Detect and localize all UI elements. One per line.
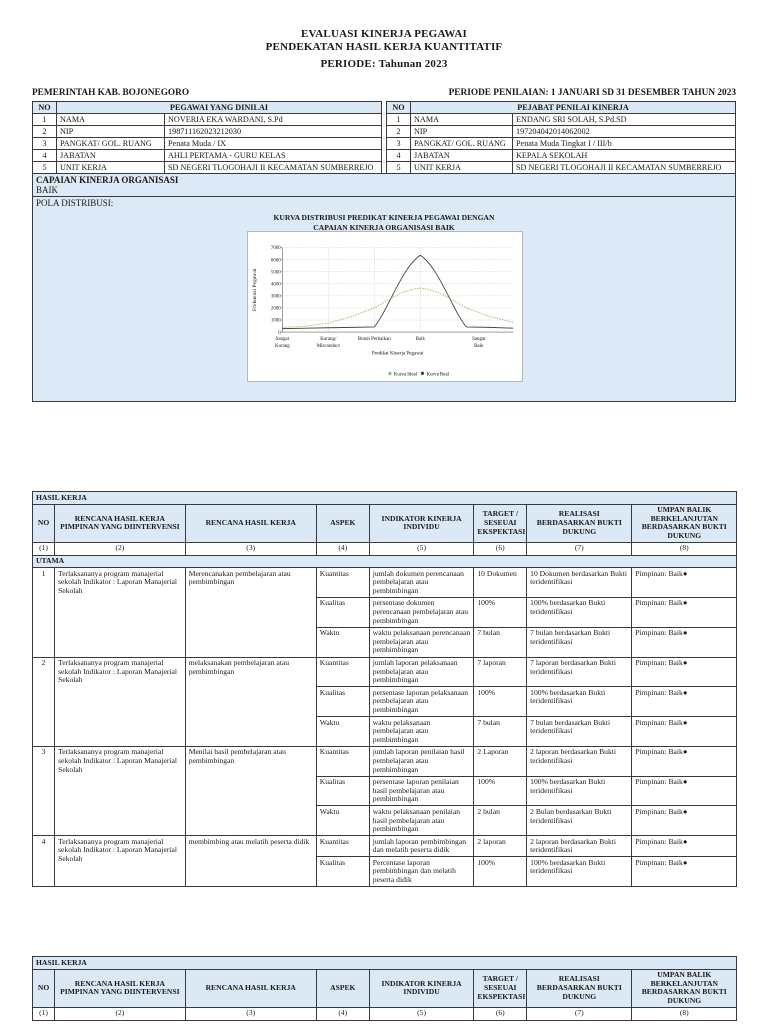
svg-text:5000: 5000 xyxy=(271,269,281,275)
svg-text:6000: 6000 xyxy=(271,257,281,263)
svg-text:Kurva Ideal: Kurva Ideal xyxy=(394,371,418,377)
svg-text:Baik: Baik xyxy=(474,343,484,349)
svg-text:4000: 4000 xyxy=(271,281,281,287)
svg-text:2000: 2000 xyxy=(271,305,281,311)
svg-text:Predikat Kinerja Pegawai: Predikat Kinerja Pegawai xyxy=(372,350,424,356)
svg-text:7000: 7000 xyxy=(271,245,281,251)
svg-text:1000: 1000 xyxy=(271,318,281,324)
svg-text:Butuh Perbaikan: Butuh Perbaikan xyxy=(358,336,391,342)
svg-text:Frekuensi Pegawai: Frekuensi Pegawai xyxy=(252,268,258,311)
svg-text:Baik: Baik xyxy=(416,336,426,342)
svg-text:3000: 3000 xyxy=(271,293,281,299)
svg-text:Kurang/: Kurang/ xyxy=(320,336,337,342)
svg-text:Misconduct: Misconduct xyxy=(317,343,341,349)
svg-text:Sangat: Sangat xyxy=(472,336,486,342)
svg-text:Kurang: Kurang xyxy=(275,343,290,349)
svg-text:Kurva Real: Kurva Real xyxy=(427,371,450,377)
svg-text:Sangat: Sangat xyxy=(276,336,290,342)
